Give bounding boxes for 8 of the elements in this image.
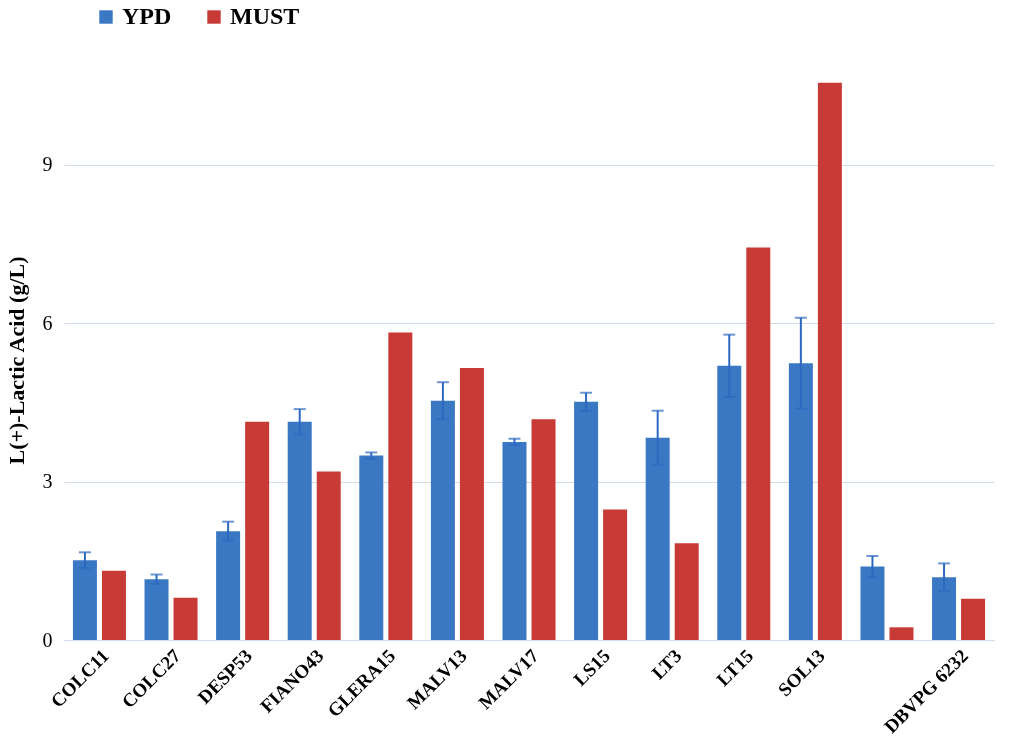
x-tick-label: LT3 — [647, 645, 686, 684]
y-axis-title: L(+)-Lactic Acid (g/L) — [3, 256, 29, 465]
y-tick-label: 3 — [42, 470, 53, 493]
legend-label: YPD — [122, 3, 172, 29]
y-tick-label: 6 — [42, 311, 53, 334]
legend-label: MUST — [230, 3, 300, 29]
y-tick-label: 9 — [42, 153, 53, 176]
y-tick-label: 0 — [42, 628, 53, 651]
